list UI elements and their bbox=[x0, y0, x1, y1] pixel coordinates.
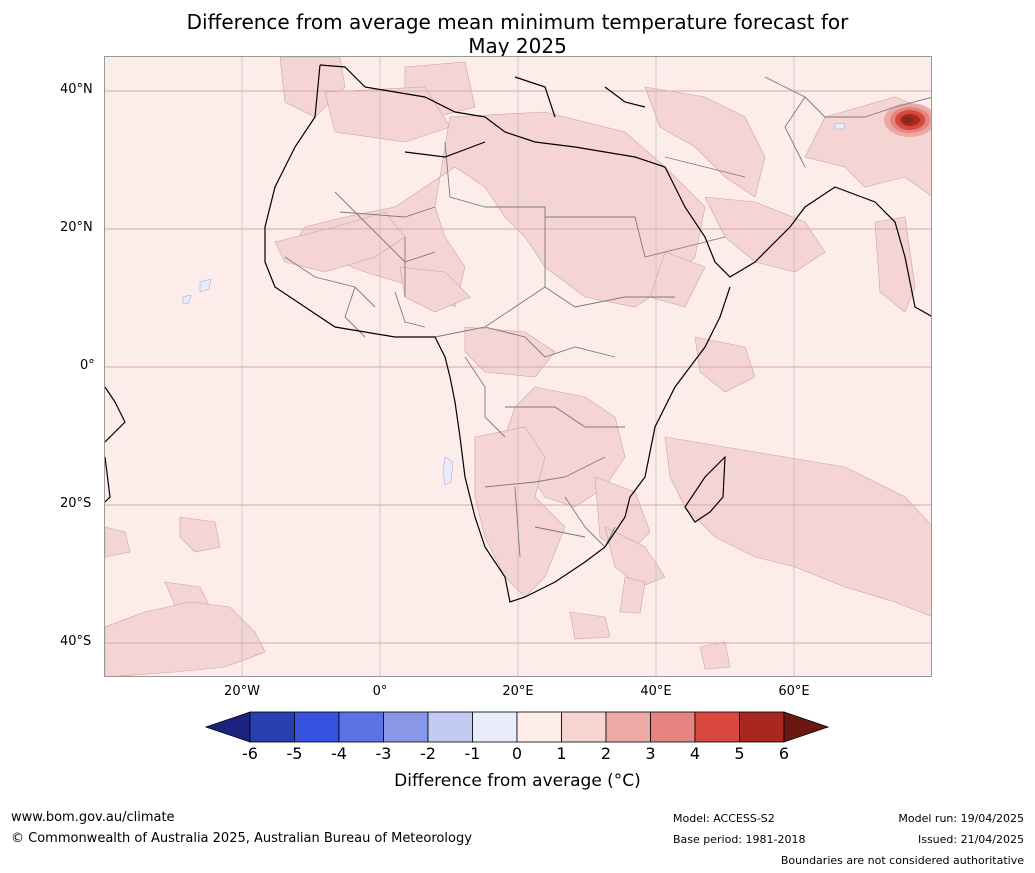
colorbar-tick-label: 4 bbox=[689, 744, 701, 763]
chart-title-line2: May 2025 bbox=[468, 34, 567, 58]
colorbar-tick-label: 3 bbox=[645, 744, 656, 763]
colorbar-label: Difference from average (°C) bbox=[394, 771, 641, 791]
colorbar-tick-label: 6 bbox=[778, 744, 790, 763]
colorbar-cell bbox=[294, 711, 340, 743]
coastlines bbox=[105, 64, 931, 603]
anomaly-hotspot bbox=[884, 103, 931, 137]
footer-disclaimer: Boundaries are not considered authoritat… bbox=[780, 854, 1024, 867]
anomaly-1-2-regions bbox=[105, 57, 931, 676]
colorbar-tick-label: -2 bbox=[420, 744, 436, 763]
map-svg bbox=[105, 57, 931, 676]
chart-title-line1: Difference from average mean minimum tem… bbox=[186, 10, 849, 34]
footer-url: www.bom.gov.au/climate bbox=[11, 810, 175, 825]
lon-label-20w: 20°W bbox=[224, 684, 260, 699]
colorbar-cell bbox=[605, 711, 651, 743]
lat-label-40n: 40°N bbox=[60, 82, 93, 97]
colorbar-cell bbox=[427, 711, 473, 743]
map-meridians bbox=[241, 57, 795, 676]
colorbar-cell bbox=[383, 711, 429, 743]
colorbar-cell bbox=[561, 711, 607, 743]
footer-issued: Issued: 21/04/2025 bbox=[917, 833, 1024, 846]
colorbar-cell bbox=[516, 711, 562, 743]
colorbar-tick-label: 0 bbox=[511, 744, 523, 763]
colorbar-tick-label: 5 bbox=[734, 744, 745, 763]
colorbar-tick-label: 1 bbox=[556, 744, 567, 763]
anomaly-cool-patches bbox=[182, 122, 846, 486]
lat-label-0: 0° bbox=[80, 358, 95, 373]
lon-label-0: 0° bbox=[372, 684, 388, 699]
colorbar-tick-label: -3 bbox=[375, 744, 392, 763]
lat-label-20n: 20°N bbox=[60, 220, 93, 235]
colorbar-svg bbox=[204, 711, 830, 743]
colorbar bbox=[204, 710, 831, 748]
footer-copyright: © Commonwealth of Australia 2025, Austra… bbox=[11, 831, 472, 846]
lon-label-40e: 40°E bbox=[640, 684, 672, 699]
colorbar-cell bbox=[472, 711, 518, 743]
colorbar-extend-low bbox=[204, 711, 251, 743]
lat-label-40s: 40°S bbox=[60, 634, 92, 649]
lon-label-60e: 60°E bbox=[778, 684, 810, 699]
colorbar-cell bbox=[338, 711, 384, 743]
footer-base-period: Base period: 1981-2018 bbox=[673, 833, 806, 846]
colorbar-tick-label: 2 bbox=[600, 744, 612, 763]
colorbar-tick-label: -6 bbox=[242, 744, 258, 763]
colorbar-tick-label: -4 bbox=[331, 744, 347, 763]
lon-label-20e: 20°E bbox=[502, 684, 534, 699]
footer-model: Model: ACCESS-S2 bbox=[673, 812, 775, 825]
colorbar-tick-label: -1 bbox=[464, 744, 481, 763]
colorbar-cell bbox=[739, 711, 785, 743]
footer-model-run: Model run: 19/04/2025 bbox=[898, 812, 1024, 825]
colorbar-cell bbox=[249, 711, 295, 743]
colorbar-tick-label: -5 bbox=[286, 744, 303, 763]
colorbar-extend-high bbox=[783, 711, 830, 743]
country-borders bbox=[284, 76, 931, 558]
colorbar-cell bbox=[694, 711, 740, 743]
map-gridlines bbox=[105, 90, 931, 644]
colorbar-cell bbox=[650, 711, 696, 743]
lat-label-20s: 20°S bbox=[60, 496, 92, 511]
forecast-map bbox=[104, 56, 932, 677]
